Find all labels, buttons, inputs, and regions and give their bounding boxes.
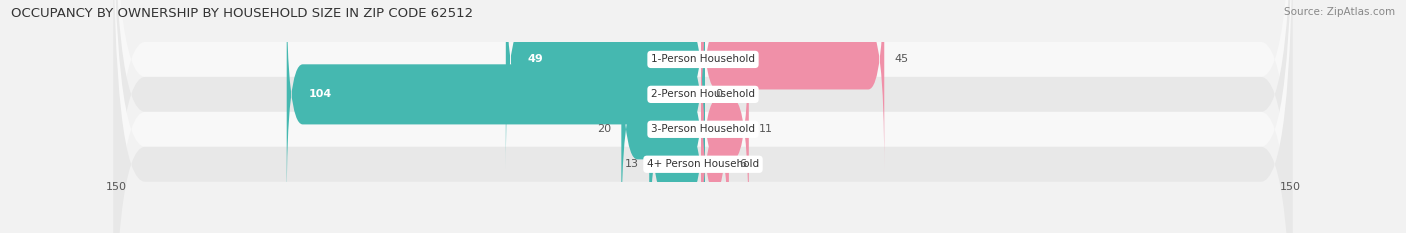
FancyBboxPatch shape [114, 0, 1292, 233]
Text: OCCUPANCY BY OWNERSHIP BY HOUSEHOLD SIZE IN ZIP CODE 62512: OCCUPANCY BY OWNERSHIP BY HOUSEHOLD SIZE… [11, 7, 474, 20]
Text: 4+ Person Household: 4+ Person Household [647, 159, 759, 169]
FancyBboxPatch shape [702, 0, 884, 169]
FancyBboxPatch shape [506, 0, 704, 169]
Text: 2-Person Household: 2-Person Household [651, 89, 755, 99]
FancyBboxPatch shape [114, 0, 1292, 233]
Text: 150: 150 [105, 182, 127, 192]
Text: 13: 13 [626, 159, 640, 169]
FancyBboxPatch shape [702, 20, 749, 233]
Text: 45: 45 [894, 55, 908, 64]
FancyBboxPatch shape [621, 20, 704, 233]
Text: 49: 49 [527, 55, 544, 64]
FancyBboxPatch shape [287, 0, 704, 204]
Text: 6: 6 [740, 159, 745, 169]
FancyBboxPatch shape [114, 0, 1292, 233]
Text: 11: 11 [759, 124, 773, 134]
FancyBboxPatch shape [114, 0, 1292, 233]
Text: 20: 20 [598, 124, 612, 134]
FancyBboxPatch shape [650, 55, 704, 233]
Text: 104: 104 [309, 89, 332, 99]
Text: 1-Person Household: 1-Person Household [651, 55, 755, 64]
Legend: Owner-occupied, Renter-occupied: Owner-occupied, Renter-occupied [586, 230, 820, 233]
FancyBboxPatch shape [702, 55, 728, 233]
Text: 150: 150 [1279, 182, 1301, 192]
Text: 3-Person Household: 3-Person Household [651, 124, 755, 134]
Text: 0: 0 [716, 89, 721, 99]
Text: Source: ZipAtlas.com: Source: ZipAtlas.com [1284, 7, 1395, 17]
